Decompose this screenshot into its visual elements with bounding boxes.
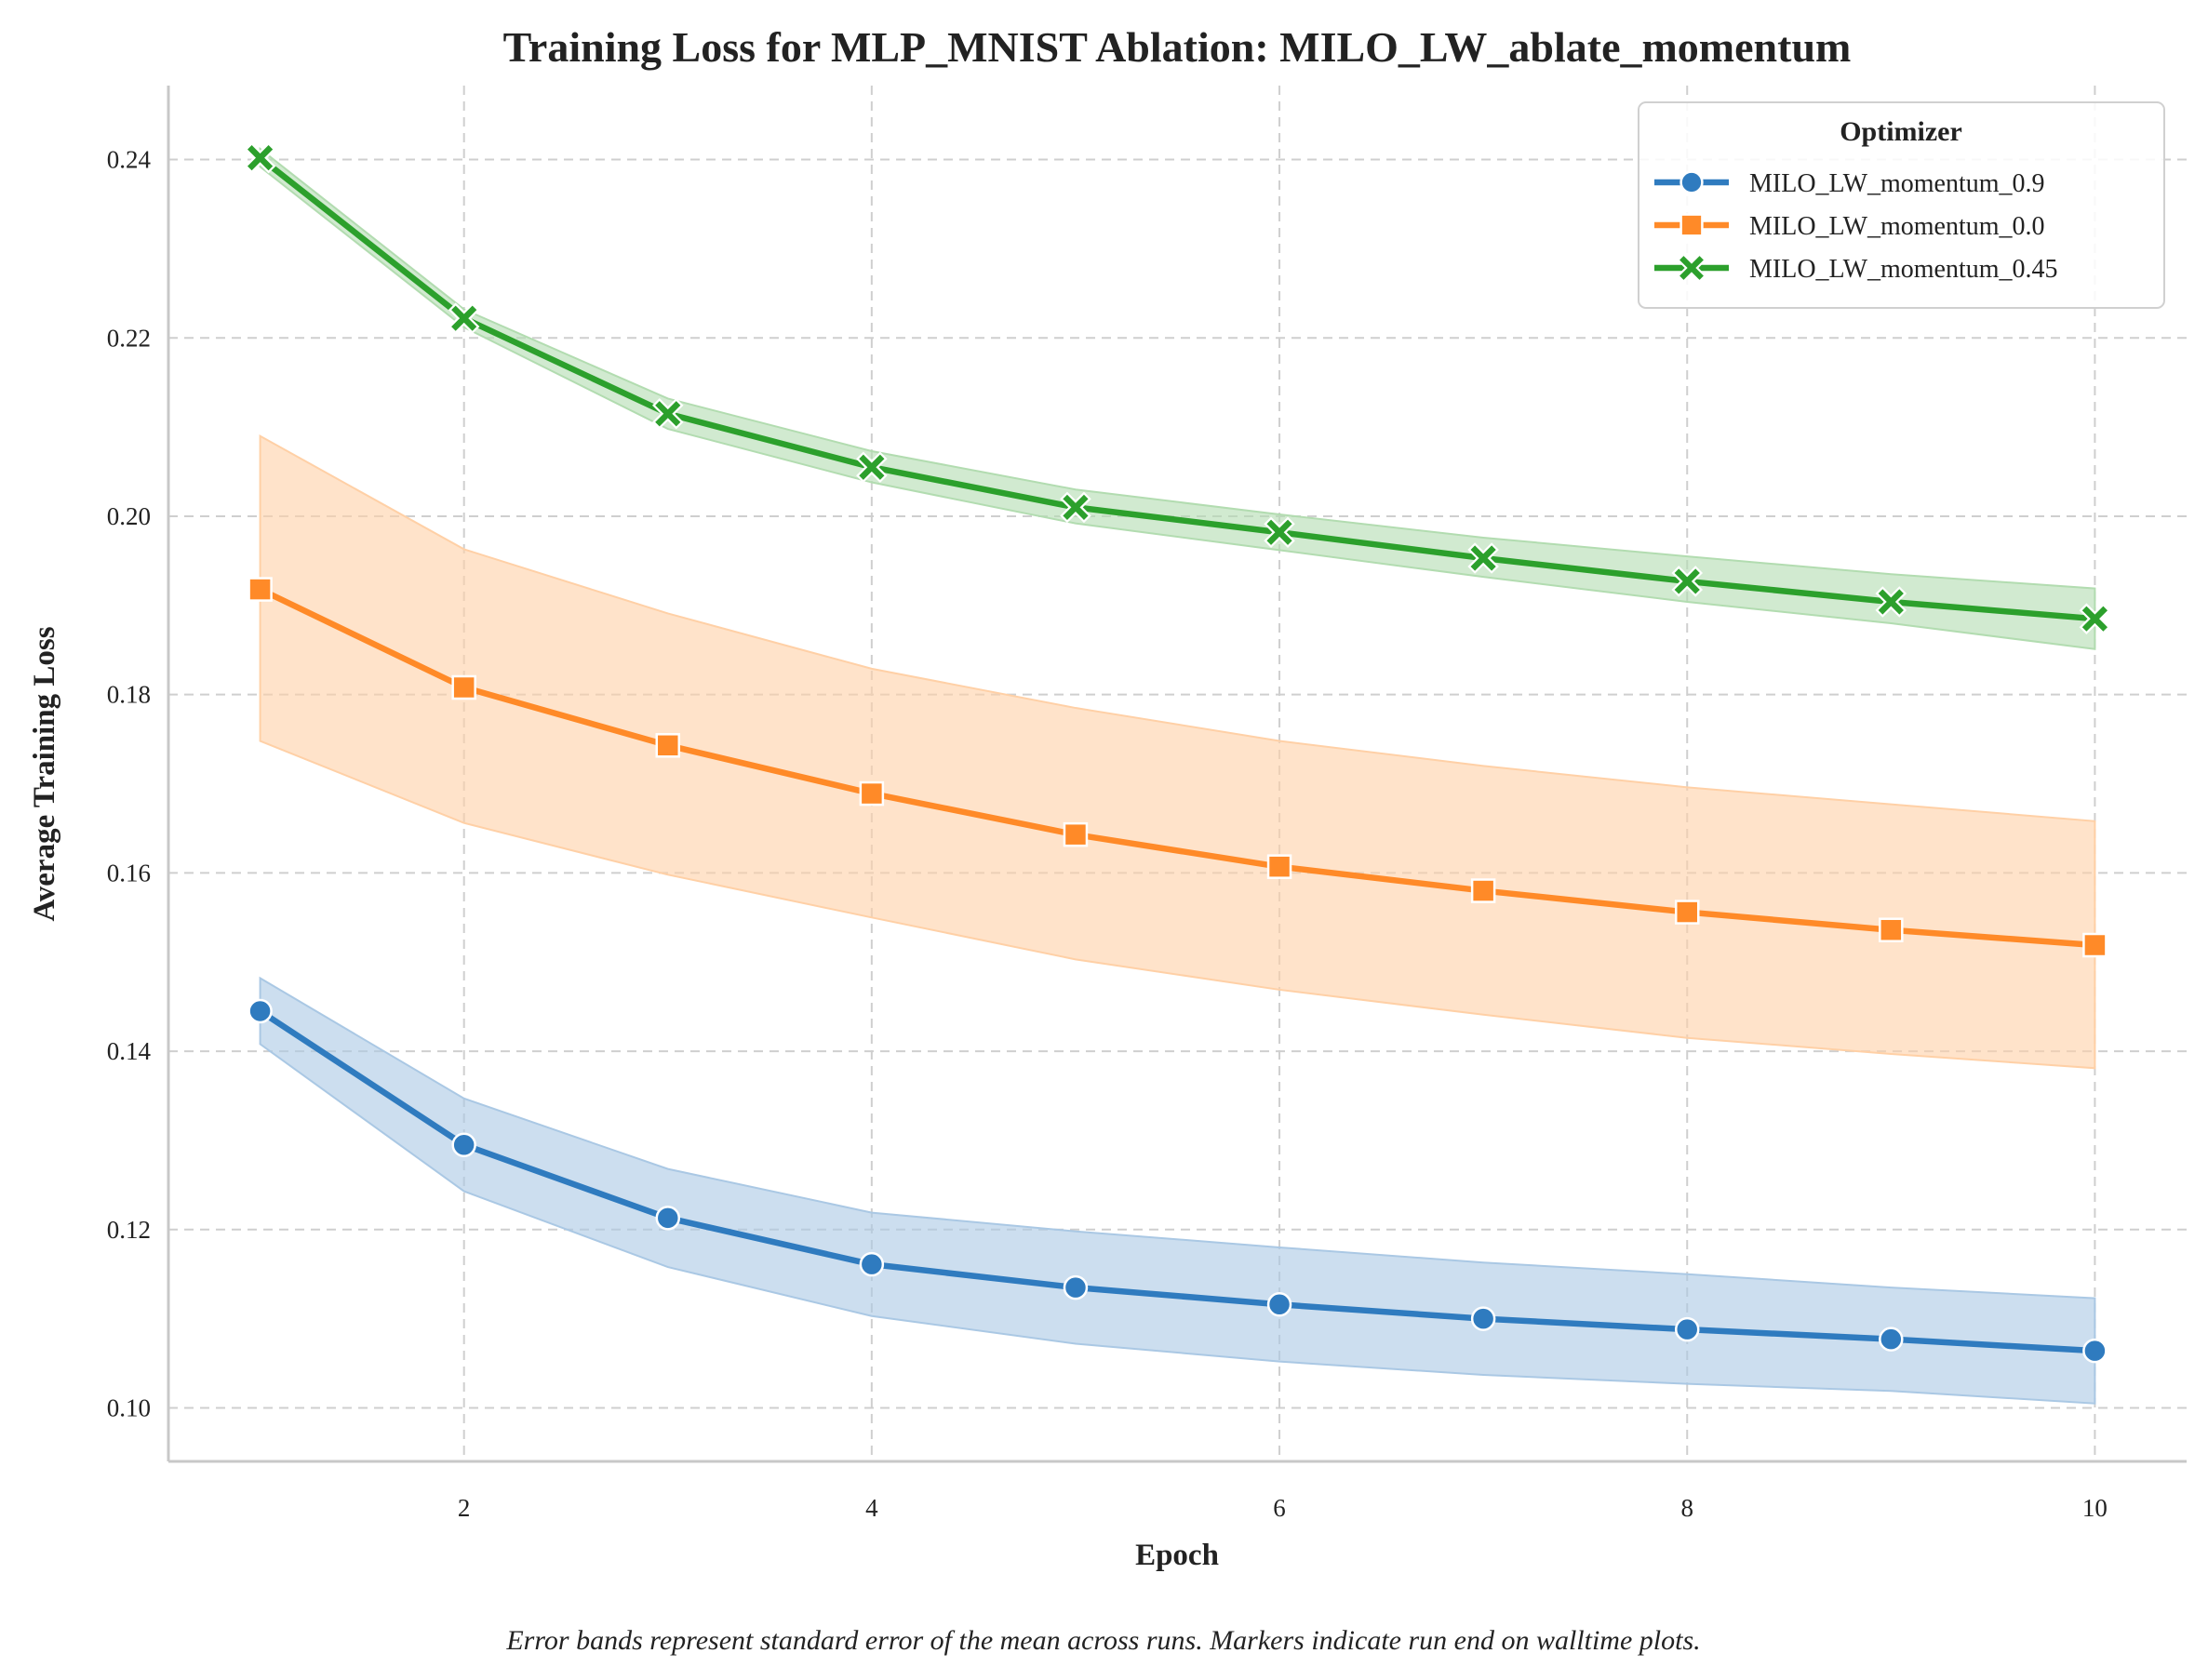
data-point xyxy=(451,674,476,700)
data-point xyxy=(247,145,274,171)
y-tick-label: 0.16 xyxy=(107,859,151,887)
data-point xyxy=(1470,1306,1496,1331)
data-point xyxy=(1266,1292,1292,1317)
tick-labels: 2 4 6 8 10 0.10 0.12 0.14 0.16 0.18 0.20 0.22 0.24 xyxy=(107,146,2108,1522)
data-point xyxy=(2081,606,2108,632)
error-band xyxy=(259,146,2096,650)
y-tick-label: 0.20 xyxy=(107,502,151,530)
data-point xyxy=(1266,854,1292,879)
legend-marker xyxy=(1679,170,1704,194)
data-point xyxy=(451,1132,476,1157)
data-point xyxy=(859,780,885,807)
error-band xyxy=(259,976,2096,1405)
data-point xyxy=(1470,878,1496,903)
data-point xyxy=(1674,1316,1700,1342)
series-line xyxy=(258,1008,2095,1354)
data-point xyxy=(2082,1338,2108,1364)
x-tick-label: 6 xyxy=(1273,1494,1286,1522)
series-line xyxy=(258,155,2095,622)
data-point xyxy=(655,733,681,758)
x-tick-label: 8 xyxy=(1680,1494,1693,1522)
error-bands xyxy=(259,146,2096,1405)
data-point xyxy=(1674,568,1700,594)
y-tick-label: 0.18 xyxy=(107,681,151,709)
data-point xyxy=(1266,519,1292,545)
chart-title: Training Loss for MLP_MNIST Ablation: MI… xyxy=(503,23,1852,71)
x-tick-label: 10 xyxy=(2082,1494,2108,1522)
legend-marker xyxy=(1679,213,1704,237)
legend-label: MILO_LW_momentum_0.45 xyxy=(1749,255,2058,284)
data-point xyxy=(451,305,477,331)
data-point xyxy=(1879,917,1904,942)
data-point xyxy=(859,1251,885,1277)
legend-marker xyxy=(1679,256,1704,280)
data-point xyxy=(248,998,273,1024)
legend-box xyxy=(1638,101,2165,309)
series-line xyxy=(259,586,2095,949)
legend: Optimizer MILO_LW_momentum_0.9MILO_LW_mo… xyxy=(1638,101,2165,309)
chart-caption: Error bands represent standard error of … xyxy=(505,1625,1700,1656)
data-point xyxy=(2082,932,2108,958)
y-tick-label: 0.10 xyxy=(107,1393,151,1421)
x-tick-label: 2 xyxy=(458,1494,471,1522)
y-tick-label: 0.24 xyxy=(107,146,152,174)
legend-label: MILO_LW_momentum_0.9 xyxy=(1749,169,2045,198)
series-lines xyxy=(258,155,2095,1354)
data-point xyxy=(655,1206,681,1231)
y-tick-label: 0.22 xyxy=(107,324,151,352)
series-markers xyxy=(244,141,2111,1364)
legend-label: MILO_LW_momentum_0.0 xyxy=(1749,212,2045,241)
data-point xyxy=(248,577,273,602)
data-point xyxy=(1063,1274,1089,1300)
data-point xyxy=(859,454,885,480)
legend-items: MILO_LW_momentum_0.9 MILO_LW_momentum_0.0… xyxy=(1654,169,2058,284)
data-point xyxy=(1674,900,1700,925)
data-point xyxy=(1879,1327,1904,1352)
data-point xyxy=(1470,545,1496,571)
data-point xyxy=(655,401,681,427)
data-point xyxy=(1063,821,1089,847)
x-axis-label: Epoch xyxy=(1135,1539,1219,1572)
error-band xyxy=(259,433,2096,1070)
x-tick-label: 4 xyxy=(865,1494,878,1522)
y-tick-label: 0.14 xyxy=(107,1037,152,1065)
legend-title: Optimizer xyxy=(1840,116,1962,147)
y-axis-label: Average Training Loss xyxy=(28,626,61,921)
data-point xyxy=(1878,589,1904,615)
axes xyxy=(167,86,2187,1463)
data-point xyxy=(1063,494,1089,520)
y-tick-label: 0.12 xyxy=(107,1216,151,1244)
